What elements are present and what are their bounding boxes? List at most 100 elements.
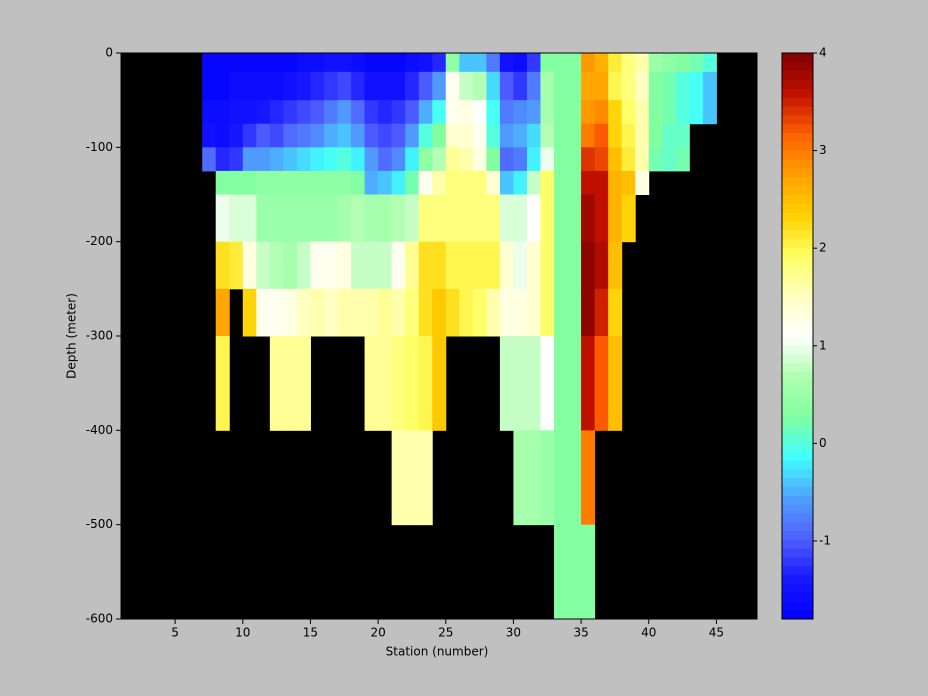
colorbar-swatch <box>782 256 813 266</box>
heatmap-cell <box>418 336 433 431</box>
colorbar-tick-label: 2 <box>819 241 827 255</box>
heatmap-cell <box>459 241 474 290</box>
heatmap-cell <box>283 53 298 73</box>
heatmap-cell <box>499 170 514 195</box>
colorbar-swatch <box>782 265 813 275</box>
heatmap-cell <box>581 241 596 290</box>
heatmap-cell <box>229 194 244 243</box>
heatmap-cell <box>499 71 514 101</box>
heatmap-cell <box>513 71 528 101</box>
heatmap-cell <box>499 100 514 125</box>
heatmap-cell <box>662 53 677 73</box>
heatmap-cell <box>567 241 582 290</box>
heatmap-cell <box>486 288 501 337</box>
colorbar-swatch <box>782 194 813 204</box>
heatmap-cell <box>405 123 420 148</box>
heatmap-cell <box>526 430 541 526</box>
heatmap-cell <box>554 170 569 195</box>
heatmap-cell <box>391 100 406 125</box>
heatmap-cell <box>554 241 569 290</box>
heatmap-cell <box>540 194 555 243</box>
heatmap-cell <box>323 53 339 73</box>
heatmap-cell <box>391 53 406 73</box>
heatmap-cell <box>418 430 433 526</box>
colorbar-swatch <box>782 282 813 293</box>
heatmap-cell <box>635 71 650 101</box>
colorbar-swatch <box>782 123 813 134</box>
colorbar-swatch <box>782 336 813 346</box>
heatmap-cell <box>215 71 230 101</box>
heatmap-cell <box>472 123 487 148</box>
colorbar-swatch <box>782 557 813 567</box>
heatmap-cell <box>296 53 311 73</box>
heatmap-cell <box>472 100 487 125</box>
colorbar-swatch <box>782 141 813 151</box>
heatmap-cell <box>567 194 582 243</box>
heatmap-cell <box>283 100 298 125</box>
heatmap-cell <box>391 123 406 148</box>
heatmap-cell <box>364 336 379 431</box>
heatmap-cell <box>337 147 352 172</box>
heatmap-cell <box>675 100 690 125</box>
heatmap-cell <box>581 524 596 620</box>
heatmap-cell <box>526 53 541 73</box>
heatmap-cell <box>215 194 230 243</box>
heatmap-cell <box>567 524 582 620</box>
heatmap-cell <box>432 170 447 195</box>
heatmap-cell <box>351 241 366 290</box>
heatmap-cell <box>472 288 487 337</box>
heatmap-cell <box>242 71 257 101</box>
heatmap-cell <box>445 71 460 101</box>
x-tick-label: 40 <box>641 626 656 640</box>
heatmap-cell <box>554 71 569 101</box>
heatmap-cell <box>662 71 677 101</box>
heatmap-cell <box>621 123 636 148</box>
heatmap-cell <box>445 53 460 73</box>
heatmap-cell <box>702 100 717 125</box>
heatmap-cell <box>581 53 596 73</box>
heatmap-cell <box>229 71 244 101</box>
heatmap-cell <box>364 53 379 73</box>
heatmap-cell <box>432 100 447 125</box>
heatmap-cell <box>499 123 514 148</box>
colorbar-swatch <box>782 371 813 381</box>
heatmap-cell <box>337 100 352 125</box>
heatmap-cell <box>256 71 271 101</box>
heatmap-cell <box>283 170 298 195</box>
heatmap-cell <box>554 147 569 172</box>
heatmap-cell <box>242 147 257 172</box>
heatmap-cell <box>256 100 271 125</box>
heatmap-cell <box>594 241 609 290</box>
heatmap-cell <box>256 147 271 172</box>
colorbar-swatch <box>782 362 813 372</box>
colorbar-swatch <box>782 583 813 593</box>
heatmap-cell <box>405 71 420 101</box>
heatmap-cell <box>513 53 528 73</box>
heatmap-cell <box>337 170 352 195</box>
x-tick-label: 35 <box>573 626 588 640</box>
heatmap-cell <box>351 100 366 125</box>
heatmap-cell <box>486 194 501 243</box>
heatmap-cell <box>594 288 609 337</box>
heatmap-cell <box>594 71 609 101</box>
colorbar-swatch <box>782 512 813 523</box>
colorbar-swatch <box>782 530 813 540</box>
heatmap-cell <box>635 147 650 172</box>
heatmap-cell <box>242 194 257 243</box>
heatmap-cell <box>608 100 623 125</box>
heatmap-cell <box>310 288 325 337</box>
colorbar-swatch <box>782 61 813 72</box>
heatmap-cell <box>635 53 650 73</box>
heatmap-cell <box>283 123 298 148</box>
colorbar-swatch <box>782 79 813 89</box>
heatmap-cell <box>378 170 393 195</box>
heatmap-cell <box>554 100 569 125</box>
heatmap-cell <box>486 170 501 195</box>
heatmap-cell <box>391 147 406 172</box>
colorbar-swatch <box>782 415 813 425</box>
heatmap-cell <box>581 100 596 125</box>
heatmap-cell <box>323 194 339 243</box>
heatmap-cell <box>526 100 541 125</box>
heatmap-cell <box>405 147 420 172</box>
y-tick-label: -500 <box>86 517 113 531</box>
